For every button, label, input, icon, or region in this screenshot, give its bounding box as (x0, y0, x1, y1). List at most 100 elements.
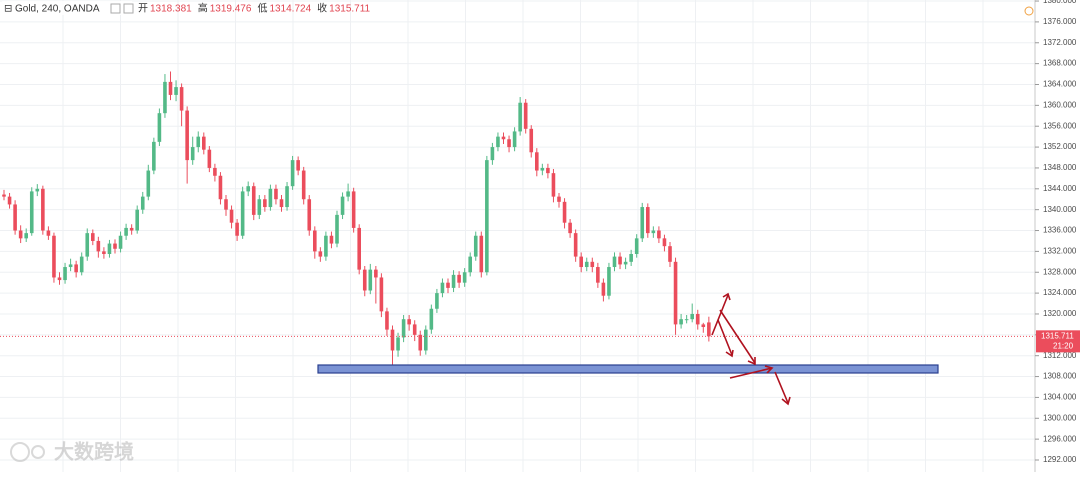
candle-body (529, 128, 534, 153)
candle-body (174, 87, 178, 95)
ohlc-label: 低 (257, 2, 267, 15)
support-zone (317, 364, 939, 374)
candle-body (579, 256, 583, 268)
candle-body (690, 313, 694, 320)
y-tick-label: 1364.000 (1043, 80, 1077, 89)
candle-body (662, 238, 667, 247)
candle-body (213, 167, 217, 176)
candle-body (290, 160, 295, 187)
candle-body (501, 136, 506, 140)
candle-body (41, 188, 45, 231)
ohlc-label: 高 (198, 2, 208, 15)
candle-body (557, 196, 561, 202)
y-tick-label: 1360.000 (1043, 100, 1077, 109)
candle-body (79, 256, 84, 273)
candle-body (357, 227, 361, 270)
header-icon[interactable] (123, 3, 134, 14)
y-tick-label: 1372.000 (1043, 38, 1077, 47)
y-tick-label: 1356.000 (1043, 121, 1077, 130)
candles (0, 71, 1035, 371)
candle-body (102, 251, 106, 254)
last-price-box (1036, 330, 1080, 353)
candle-body (596, 267, 600, 283)
candle-body (18, 230, 23, 239)
candle-body (485, 160, 489, 273)
y-tick-label: 1324.000 (1043, 288, 1077, 297)
candle-body (113, 243, 117, 249)
candle-body (63, 267, 67, 281)
candle-body (329, 235, 334, 244)
candle-body (157, 113, 162, 142)
candle-body (246, 186, 250, 192)
price-grid (0, 0, 1035, 461)
candle-body (562, 201, 567, 223)
price-axis (1035, 0, 1080, 472)
countdown-label: 21:20 (1053, 341, 1074, 350)
y-tick-label: 1304.000 (1043, 393, 1077, 402)
candle-body (190, 147, 195, 161)
candle-body (490, 147, 495, 161)
candle-body (146, 170, 151, 197)
candle-body (13, 204, 17, 231)
candle-body (396, 337, 400, 351)
candle-body (607, 267, 611, 296)
candle-body (24, 233, 28, 239)
candle-body (107, 243, 112, 254)
candle-body (35, 188, 40, 192)
symbol-title: Gold, 240, OANDA (15, 4, 100, 15)
candle-body (351, 191, 356, 228)
candle-body (335, 214, 339, 244)
candle-body (551, 173, 556, 197)
header-icon[interactable] (110, 3, 121, 14)
collapse-icon[interactable]: ⊟ (4, 4, 12, 15)
candle-body (91, 233, 95, 241)
candle-body (507, 139, 511, 148)
candle-body (118, 235, 123, 249)
y-tick-label: 1320.000 (1043, 309, 1077, 318)
candle-body (251, 186, 256, 215)
candle-body (612, 256, 617, 268)
candle-body (257, 199, 262, 215)
y-tick-label: 1292.000 (1043, 455, 1077, 464)
candle-body (479, 235, 484, 273)
candle-body (301, 170, 306, 200)
candle-body (279, 199, 284, 208)
candle-body (629, 253, 633, 262)
y-tick-label: 1344.000 (1043, 184, 1077, 193)
candle-body (274, 188, 278, 200)
y-tick-label: 1312.000 (1043, 351, 1077, 360)
candle-body (679, 319, 683, 325)
candle-body (362, 269, 367, 291)
candle-body (29, 191, 34, 234)
candle-body (523, 102, 528, 129)
forecast-arrows (711, 292, 791, 406)
candle-body (52, 235, 56, 278)
candle-body (512, 131, 517, 148)
candle-body (202, 136, 206, 150)
candle-body (368, 269, 373, 291)
candle-body (695, 313, 700, 325)
candle-body (640, 207, 645, 239)
ohlc-value: 1318.381 (150, 4, 192, 15)
candle-body (496, 136, 500, 148)
candle-body (446, 282, 450, 288)
candle-body (618, 256, 622, 265)
candle-body (124, 227, 128, 236)
candle-body (296, 160, 300, 171)
candle-body (651, 230, 656, 234)
y-tick-label: 1368.000 (1043, 59, 1077, 68)
candle-body (185, 110, 189, 161)
candle-body (673, 261, 678, 325)
candle-body (318, 251, 323, 257)
candle-body (324, 235, 328, 257)
plot-area (0, 0, 1035, 472)
y-tick-label: 1328.000 (1043, 267, 1077, 276)
candle-body (657, 230, 661, 239)
alert-icon[interactable] (1024, 6, 1034, 16)
candle-body (229, 209, 234, 223)
candle-body (473, 235, 478, 257)
watermark: 大数跨境 (10, 439, 134, 463)
y-tick-label: 1348.000 (1043, 163, 1077, 172)
y-tick-label: 1340.000 (1043, 205, 1077, 214)
